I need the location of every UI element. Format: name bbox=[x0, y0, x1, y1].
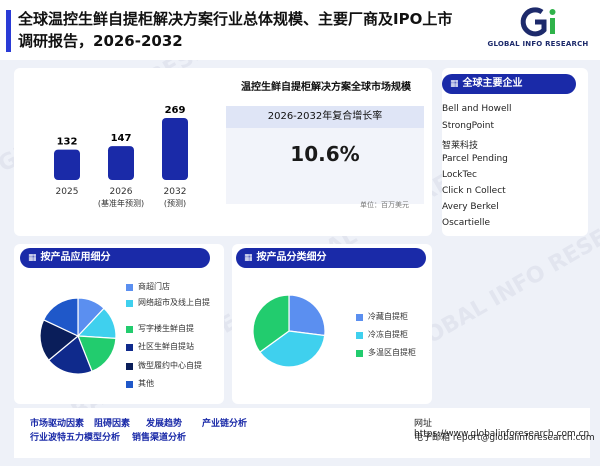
company-item: Click n Collect bbox=[442, 186, 506, 196]
legend-label: 冷冻自提柜 bbox=[368, 330, 408, 339]
pie-slice bbox=[288, 294, 326, 337]
legend-swatch bbox=[126, 363, 133, 370]
logo-text: GLOBAL INFO RESEARCH bbox=[487, 40, 589, 48]
application-pie-chart bbox=[39, 297, 117, 375]
bar-value-label: 132 bbox=[57, 137, 78, 148]
cagr-label: 2026-2032年复合增长率 bbox=[226, 106, 424, 128]
chart-icon: ▦ bbox=[28, 253, 37, 263]
building-icon: ▦ bbox=[450, 79, 459, 89]
bar-2026 bbox=[108, 146, 134, 180]
legend-label: 网络超市及线上自提 bbox=[138, 298, 210, 307]
bar-2032 bbox=[162, 118, 188, 180]
footer-link-value-chain[interactable]: 产业链分析 bbox=[202, 419, 248, 429]
logo-gi-icon bbox=[520, 7, 556, 37]
title-accent-bar bbox=[6, 10, 11, 52]
footer-link-porter[interactable]: 行业波特五力模型分析 bbox=[30, 433, 121, 443]
legend-swatch bbox=[356, 350, 363, 357]
footer-link-drivers[interactable]: 市场驱动因素 bbox=[30, 419, 85, 429]
website-text[interactable]: 网址 https://www.globalinforesearch.com.cn bbox=[414, 419, 590, 439]
legend-label: 冷藏自提柜 bbox=[368, 312, 408, 321]
application-header-label: 按产品应用细分 bbox=[40, 252, 111, 263]
legend-label: 商超门店 bbox=[138, 282, 170, 291]
legend-label: 社区生鲜自提站 bbox=[138, 342, 194, 351]
market-title: 温控生鲜自提柜解决方案全球市场规模 bbox=[241, 82, 411, 93]
bar-2025 bbox=[54, 149, 80, 180]
company-logo: GLOBAL INFO RESEARCH bbox=[486, 6, 590, 50]
pie-slice bbox=[39, 319, 80, 362]
page-footer bbox=[14, 408, 590, 458]
legend-label: 多温区自提柜 bbox=[368, 348, 416, 357]
legend-swatch bbox=[126, 344, 133, 351]
page-title: 全球温控生鲜自提柜解决方案行业总体规模、主要厂商及IPO上市调研报告，2026-… bbox=[18, 10, 453, 50]
legend-swatch bbox=[126, 381, 133, 388]
footer-link-channels[interactable]: 销售渠道分析 bbox=[132, 433, 187, 443]
pie-slice bbox=[42, 297, 79, 337]
page-header: 全球温控生鲜自提柜解决方案行业总体规模、主要厂商及IPO上市调研报告，2026-… bbox=[0, 0, 600, 60]
bar-value-label: 147 bbox=[111, 133, 132, 144]
footer-link-trends[interactable]: 发展趋势 bbox=[146, 419, 183, 429]
legend-swatch bbox=[126, 300, 133, 307]
cagr-value: 10.6% bbox=[290, 142, 360, 166]
legend-swatch bbox=[126, 284, 133, 291]
company-item: Parcel Pending bbox=[442, 154, 508, 164]
pie-slice bbox=[252, 294, 290, 353]
bar-category-label: 2026 bbox=[110, 187, 133, 197]
company-item: StrongPoint bbox=[442, 121, 495, 131]
product-type-header-label: 按产品分类细分 bbox=[256, 252, 327, 263]
legend-swatch bbox=[356, 332, 363, 339]
bar-category-label: 2032 bbox=[164, 187, 187, 197]
application-header: ▦ 按产品应用细分 bbox=[20, 248, 210, 268]
cagr-box: 2026-2032年复合增长率 10.6% bbox=[226, 106, 424, 204]
company-item: LockTec bbox=[442, 170, 477, 180]
legend-label: 其他 bbox=[138, 379, 154, 388]
legend-swatch bbox=[356, 314, 363, 321]
legend-label: 写字楼生鲜自提 bbox=[138, 324, 194, 333]
companies-header: ▦ 全球主要企业 bbox=[442, 74, 576, 94]
company-item: Avery Berkel bbox=[442, 202, 499, 212]
footer-link-barriers[interactable]: 阻碍因素 bbox=[94, 419, 131, 429]
company-item: 智莱科技 bbox=[442, 141, 479, 151]
pie-slice bbox=[47, 335, 93, 375]
bar-value-label: 269 bbox=[165, 105, 186, 116]
product-type-header: ▦ 按产品分类细分 bbox=[236, 248, 426, 268]
market-bar-chart: 132 2025 147 2026(基准年预测) 269 2032(预测) bbox=[54, 105, 188, 208]
product-type-pie-chart bbox=[252, 294, 326, 368]
company-item: Bell and Howell bbox=[442, 104, 512, 114]
company-item: Oscartielle bbox=[442, 218, 491, 228]
pie-slice bbox=[259, 330, 326, 368]
email-text[interactable]: 电子邮箱 report@globalinforesearch.com bbox=[414, 433, 595, 443]
companies-header-label: 全球主要企业 bbox=[462, 78, 523, 89]
legend-swatch bbox=[126, 326, 133, 333]
bar-category-note: (预测) bbox=[164, 198, 186, 208]
chart-icon: ▦ bbox=[244, 253, 253, 263]
companies-card bbox=[442, 68, 588, 236]
unit-label: 单位：百万美元 bbox=[360, 201, 409, 209]
pie-slice bbox=[77, 335, 117, 373]
legend-label: 微型履约中心自提 bbox=[138, 361, 202, 370]
bar-category-label: 2025 bbox=[56, 187, 79, 197]
bar-category-note: (基准年预测) bbox=[98, 198, 144, 208]
